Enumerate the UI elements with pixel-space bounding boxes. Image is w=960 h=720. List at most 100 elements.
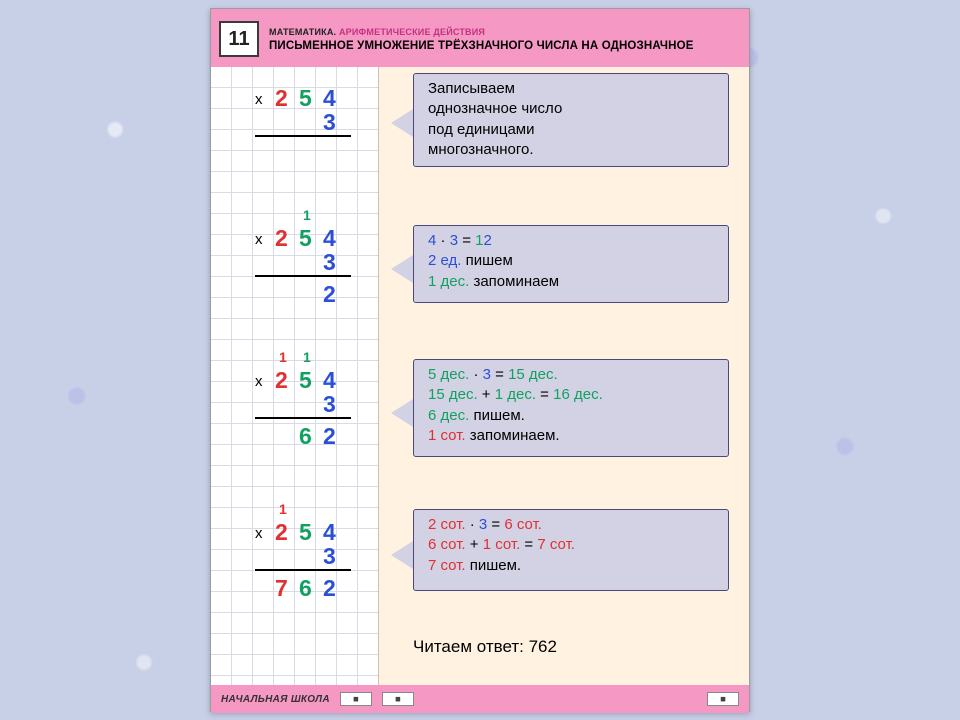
text-segment: многозначного. xyxy=(428,141,534,158)
text-segment: · xyxy=(469,366,482,383)
text-segment: под единицами xyxy=(428,121,535,138)
explanation-line: 1 дес. запоминаем xyxy=(428,272,718,292)
math-digit: 3 xyxy=(323,391,336,418)
carry-digit: 1 xyxy=(303,207,311,223)
explanation-line: многозначного. xyxy=(428,140,718,160)
explanation-line: 6 сот. + 1 сот. = 7 сот. xyxy=(428,535,718,555)
text-segment: 1 дес. xyxy=(495,386,536,403)
text-segment: 7 сот. xyxy=(537,536,575,553)
math-digit: 2 xyxy=(323,575,336,602)
text-segment: 3 xyxy=(483,366,491,383)
callout-arrow xyxy=(391,255,413,283)
math-digit: 3 xyxy=(323,249,336,276)
explanation-box: Записываем однозначное число под единицами… xyxy=(413,73,729,167)
footer-text: НАЧАЛЬНАЯ ШКОЛА xyxy=(221,694,330,705)
multiply-symbol: x xyxy=(255,91,263,108)
carry-digit: 1 xyxy=(303,349,311,365)
explanation-line: 4 · 3 = 12 xyxy=(428,231,718,251)
text-segment: 2 xyxy=(483,232,491,249)
math-digit: 6 xyxy=(299,423,312,450)
explanation-line: 1 сот. запоминаем. xyxy=(428,426,718,446)
callout-arrow xyxy=(391,541,413,569)
text-segment: однозначное число xyxy=(428,100,562,117)
math-digit: 6 xyxy=(299,575,312,602)
text-segment: 7 сот. xyxy=(428,557,470,574)
multiply-symbol: x xyxy=(255,525,263,542)
supertitle-part2: АРИФМЕТИЧЕСКИЕ ДЕЙСТВИЯ xyxy=(339,27,485,37)
multiply-symbol: x xyxy=(255,373,263,390)
math-rule xyxy=(255,135,351,137)
footer-logo-2: ◼ xyxy=(382,692,414,706)
explanation-line: под единицами xyxy=(428,120,718,140)
text-segment: = xyxy=(491,366,508,383)
text-segment: 2 ед. xyxy=(428,252,466,269)
math-digit: 2 xyxy=(323,423,336,450)
explanation-line: 5 дес. · 3 = 15 дес. xyxy=(428,365,718,385)
text-segment: 2 сот. xyxy=(428,516,466,533)
text-segment: 3 xyxy=(450,232,458,249)
text-segment: 3 xyxy=(479,516,487,533)
math-digit: 3 xyxy=(323,109,336,136)
explanation-line: Записываем xyxy=(428,79,718,99)
callout-arrow xyxy=(391,399,413,427)
text-segment: Записываем xyxy=(428,80,515,97)
math-digit: 4 xyxy=(323,225,336,252)
text-segment: пишем. xyxy=(473,407,524,424)
text-segment: · xyxy=(436,232,449,249)
callout-arrow xyxy=(391,109,413,137)
text-segment: пишем xyxy=(466,252,513,269)
supertitle-part1: МАТЕМАТИКА. xyxy=(269,27,336,37)
math-rule xyxy=(255,275,351,277)
text-segment: 6 дес. xyxy=(428,407,473,424)
poster-header: 11 МАТЕМАТИКА. АРИФМЕТИЧЕСКИЕ ДЕЙСТВИЯ П… xyxy=(211,9,749,67)
text-segment: запоминаем xyxy=(473,273,559,290)
footer-logo-3: ◼ xyxy=(707,692,739,706)
explanation-line: 7 сот. пишем. xyxy=(428,556,718,576)
multiply-symbol: x xyxy=(255,231,263,248)
text-segment: = xyxy=(458,232,475,249)
math-digit: 5 xyxy=(299,367,312,394)
math-digit: 4 xyxy=(323,367,336,394)
explanation-line: 15 дес. + 1 дес. = 16 дес. xyxy=(428,385,718,405)
math-digit: 5 xyxy=(299,85,312,112)
text-segment: = xyxy=(487,516,504,533)
explanation-box: 5 дес. · 3 = 15 дес.15 дес. + 1 дес. = 1… xyxy=(413,359,729,457)
text-segment: 5 дес. xyxy=(428,366,469,383)
math-rule xyxy=(255,569,351,571)
text-segment: 1 сот. xyxy=(428,427,470,444)
lesson-number-box: 11 xyxy=(219,21,259,57)
explanation-box: 2 сот. · 3 = 6 сот.6 сот. + 1 сот. = 7 с… xyxy=(413,509,729,591)
text-segment: 15 дес. xyxy=(428,386,478,403)
text-segment: 15 дес. xyxy=(508,366,558,383)
text-segment: = xyxy=(520,536,537,553)
explanation-line: однозначное число xyxy=(428,99,718,119)
math-digit: 2 xyxy=(275,85,288,112)
text-segment: + xyxy=(466,536,483,553)
math-digit: 2 xyxy=(275,367,288,394)
header-title: ПИСЬМЕННОЕ УМНОЖЕНИЕ ТРЁХЗНАЧНОГО ЧИСЛА … xyxy=(269,40,694,52)
explanation-box: 4 · 3 = 122 ед. пишем1 дес. запоминаем xyxy=(413,225,729,303)
carry-digit: 1 xyxy=(279,501,287,517)
text-segment: 6 сот. xyxy=(504,516,542,533)
poster-footer: НАЧАЛЬНАЯ ШКОЛА ◼ ◼ ◼ xyxy=(211,685,749,713)
carry-digit: 1 xyxy=(279,349,287,365)
text-segment: 1 сот. xyxy=(483,536,521,553)
text-segment: 6 сот. xyxy=(428,536,466,553)
explanation-line: 2 ед. пишем xyxy=(428,251,718,271)
read-answer-line: Читаем ответ: 762 xyxy=(413,637,557,657)
math-digit: 5 xyxy=(299,519,312,546)
text-segment: · xyxy=(466,516,479,533)
footer-logo-1: ◼ xyxy=(340,692,372,706)
math-digit: 2 xyxy=(275,519,288,546)
explanation-column: Читаем ответ: 762 Записываем однозначное … xyxy=(379,67,749,685)
explanation-line: 2 сот. · 3 = 6 сот. xyxy=(428,515,718,535)
math-digit: 4 xyxy=(323,85,336,112)
poster-content: x25431x2543211x2543621x2543762 Читаем от… xyxy=(211,67,749,685)
math-digit: 4 xyxy=(323,519,336,546)
text-segment: = xyxy=(536,386,553,403)
text-segment: пишем. xyxy=(470,557,521,574)
math-digit: 2 xyxy=(275,225,288,252)
text-segment: запоминаем. xyxy=(470,427,560,444)
math-digit: 3 xyxy=(323,543,336,570)
math-digit: 7 xyxy=(275,575,288,602)
